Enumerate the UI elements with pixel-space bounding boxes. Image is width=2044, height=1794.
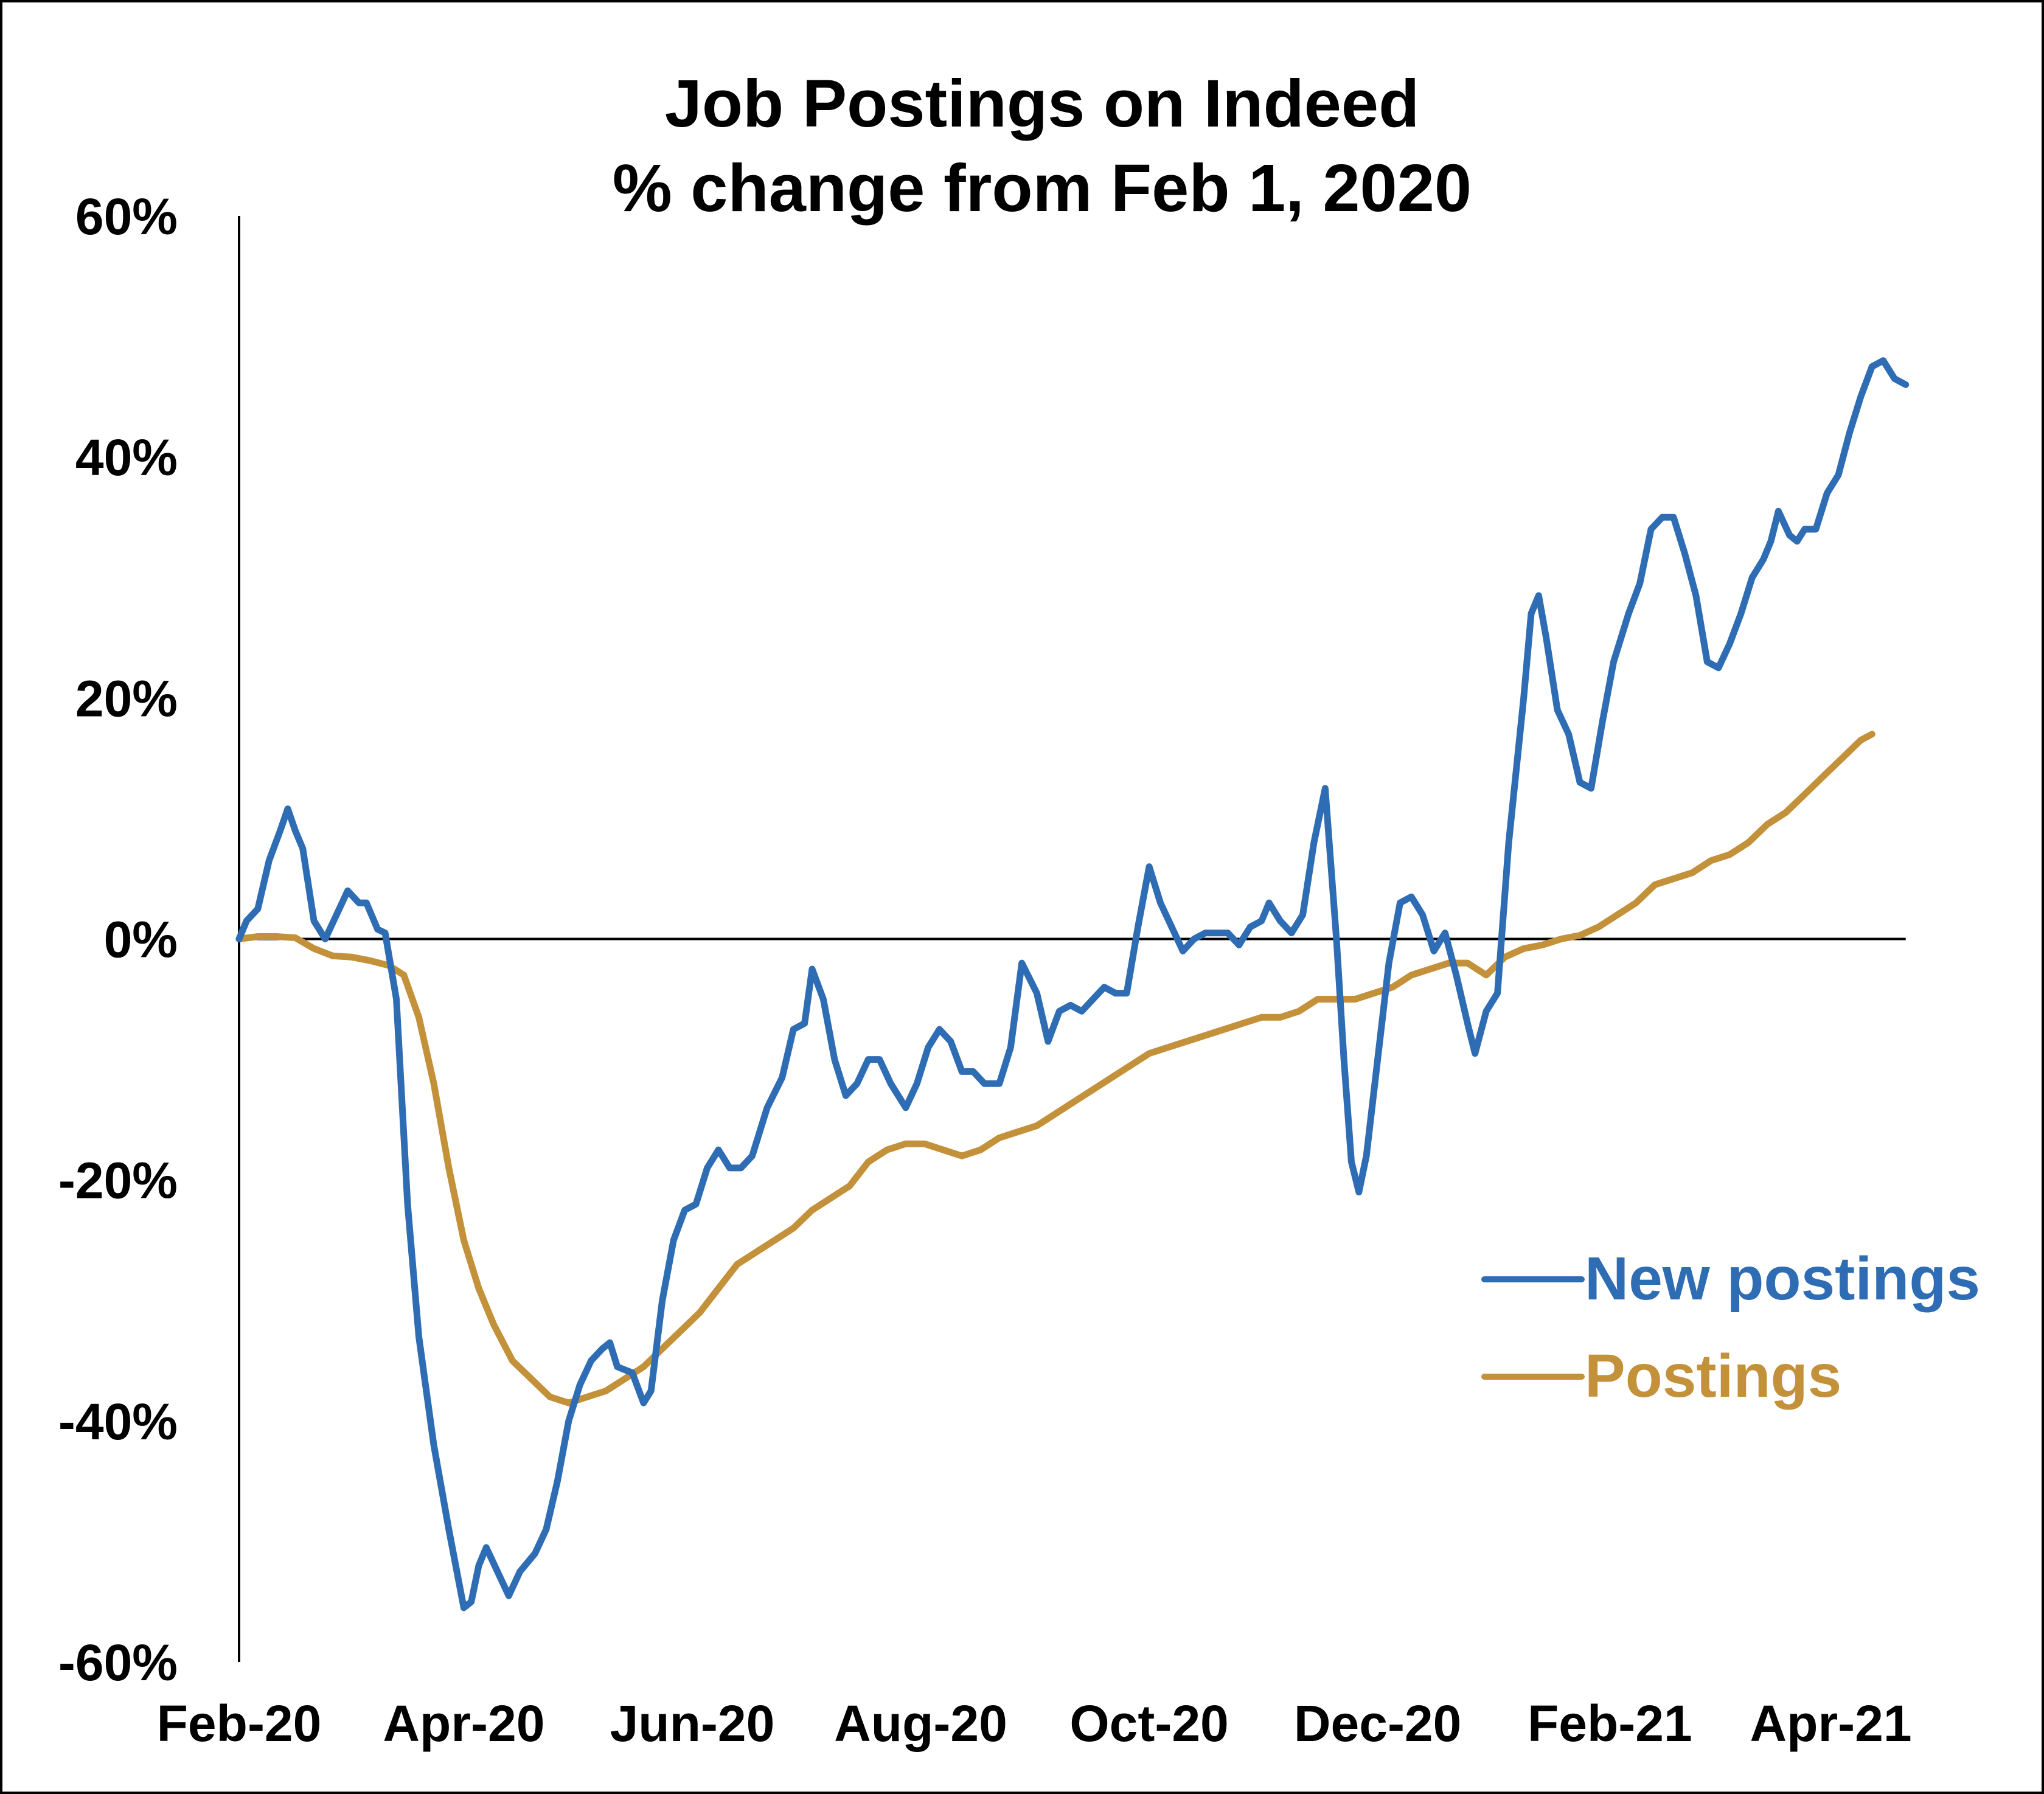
x-tick-label: Feb-21 — [1528, 1695, 1692, 1752]
y-tick-label: -20% — [58, 1152, 178, 1209]
x-tick-label: Dec-20 — [1294, 1695, 1462, 1752]
x-tick-label: Apr-21 — [1750, 1695, 1912, 1752]
y-tick-label: 40% — [75, 429, 178, 486]
y-tick-label: 20% — [75, 670, 178, 727]
x-tick-label: Feb-20 — [157, 1695, 322, 1752]
axes: 60% 40% 20% 0% -20% -40% -60%Feb-20 Apr-20 Jun-2… — [58, 188, 1912, 1752]
x-tick-label: Apr-20 — [383, 1695, 544, 1752]
x-tick-label: Jun-20 — [610, 1695, 775, 1752]
series-line-postings — [235, 731, 1875, 1406]
y-tick-label: 60% — [75, 188, 178, 245]
series-line-new-postings — [235, 357, 1910, 1611]
chart-title: Job Postings on Indeed — [665, 66, 1420, 141]
y-tick-label: -60% — [58, 1634, 178, 1691]
chart-subtitle: % change from Feb 1, 2020 — [613, 151, 1472, 226]
legend-label-postings: Postings — [1585, 1342, 1841, 1410]
legend-label-new-postings: New postings — [1585, 1245, 1980, 1313]
series-layer — [235, 357, 1910, 1611]
y-tick-label: 0% — [104, 911, 178, 968]
x-tick-label: Aug-20 — [834, 1695, 1007, 1752]
y-tick-label: -40% — [58, 1393, 178, 1450]
x-tick-label: Oct-20 — [1069, 1695, 1228, 1752]
legend: New postings Postings — [1481, 1245, 1980, 1410]
